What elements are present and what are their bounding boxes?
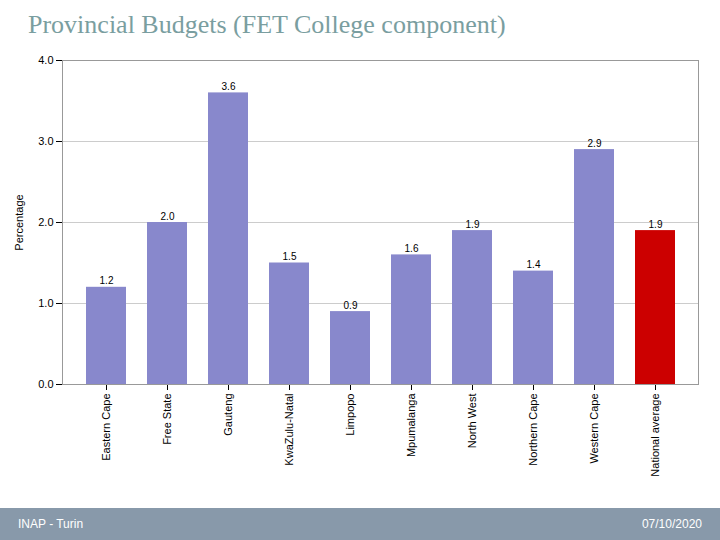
svg-text:Mpumalanga: Mpumalanga [405, 393, 417, 457]
svg-text:3.0: 3.0 [38, 135, 53, 147]
svg-text:KwaZulu-Natal: KwaZulu-Natal [283, 394, 295, 466]
svg-text:1.9: 1.9 [466, 219, 480, 230]
svg-text:1.4: 1.4 [527, 259, 541, 270]
svg-text:Percentage: Percentage [13, 194, 25, 250]
svg-text:Free State: Free State [161, 394, 173, 445]
svg-text:0.9: 0.9 [344, 300, 358, 311]
svg-text:3.6: 3.6 [222, 81, 236, 92]
svg-text:0.0: 0.0 [38, 378, 53, 390]
svg-text:1.5: 1.5 [283, 251, 297, 262]
svg-text:1.0: 1.0 [38, 297, 53, 309]
svg-text:2.0: 2.0 [38, 216, 53, 228]
svg-text:Gauteng: Gauteng [222, 394, 234, 436]
svg-text:Western Cape: Western Cape [588, 394, 600, 464]
html-text:Provincial Budgets (FET Colleg: Provincial Budgets (FET College componen… [28, 10, 506, 39]
svg-text:Eastern Cape: Eastern Cape [100, 394, 112, 461]
svg-text:North West: North West [466, 394, 478, 449]
svg-text:1.2: 1.2 [100, 275, 114, 286]
svg-text:4.0: 4.0 [38, 54, 53, 66]
svg-text:2.9: 2.9 [588, 138, 602, 149]
svg-text:Northern Cape: Northern Cape [527, 394, 539, 466]
svg-text:1.6: 1.6 [405, 243, 419, 254]
html-text:07/10/2020: 07/10/2020 [641, 517, 702, 531]
html-text:INAP - Turin: INAP - Turin [18, 517, 84, 531]
svg-text:Limpopo: Limpopo [344, 394, 356, 436]
svg-text:2.0: 2.0 [161, 211, 175, 222]
svg-text:National average: National average [649, 394, 661, 477]
svg-text:1.9: 1.9 [649, 219, 663, 230]
